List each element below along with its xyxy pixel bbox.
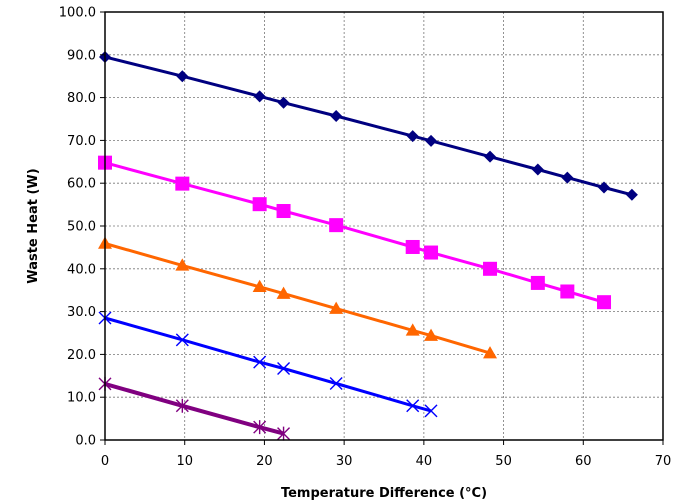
y-tick-label: 80.0 [67,91,96,106]
data-point [175,258,190,271]
data-point [424,404,438,418]
data-point [277,362,291,376]
series-1 [99,50,638,201]
data-point [176,70,189,83]
data-point [329,377,343,390]
data-point [625,188,638,201]
data-point [597,295,612,310]
data-point [483,346,498,359]
data-point [405,323,420,336]
y-tick-label: 60.0 [67,177,96,192]
data-point [276,204,291,219]
x-tick-label: 0 [101,454,109,469]
y-tick-label: 30.0 [67,305,96,320]
data-point [329,301,344,314]
y-tick-label: 0.0 [75,434,96,449]
data-point [598,181,611,194]
y-tick-label: 20.0 [67,348,96,363]
data-point [483,261,498,276]
data-point [253,355,267,369]
data-point [405,239,420,254]
data-point [561,171,574,184]
tick-labels: 0.0 10.0 20.0 30.0 40.0 50.0 60.0 70.0 80.0 90.0 1… [59,6,671,470]
x-tick-label: 50 [495,454,512,469]
data-point [531,163,544,176]
data-point [175,398,189,413]
series-2 [98,155,612,310]
y-tick-label: 10.0 [67,391,96,406]
data-point [276,286,291,299]
data-point [277,96,290,109]
series-5 [98,376,291,441]
x-tick-label: 10 [176,454,193,469]
data-point [530,275,545,290]
y-tick-label: 50.0 [67,220,96,235]
x-tick-label: 40 [416,454,433,469]
y-tick-label: 40.0 [67,262,96,277]
x-tick-label: 70 [655,454,672,469]
series-line [104,381,285,436]
x-tick-label: 60 [575,454,592,469]
x-tick-label: 20 [256,454,273,469]
y-tick-label: 90.0 [67,48,96,63]
data-point [425,134,438,147]
series-4 [98,311,438,418]
x-tick-label: 30 [336,454,353,469]
data-point [424,328,439,341]
data-point [175,176,190,191]
data-point [329,218,344,233]
data-point [560,284,575,299]
data-point [406,130,419,143]
data-point [252,197,267,212]
data-point [252,279,267,293]
grid [105,12,663,440]
data-point [175,333,189,347]
series-group [98,50,638,441]
data-point [277,426,291,441]
series-line [104,55,633,197]
y-tick-label: 100.0 [59,6,96,21]
data-point [424,245,439,260]
series-3 [98,236,498,359]
y-tick-label: 70.0 [67,134,96,149]
data-point [253,420,267,435]
data-point [330,110,343,123]
x-axis-title: Temperature Difference (°C) [281,486,487,501]
data-point [406,399,420,413]
data-point [484,150,497,163]
plot-area-border [104,11,664,441]
data-point [253,90,266,103]
y-axis-title: Waste Heat (W) [26,168,41,283]
